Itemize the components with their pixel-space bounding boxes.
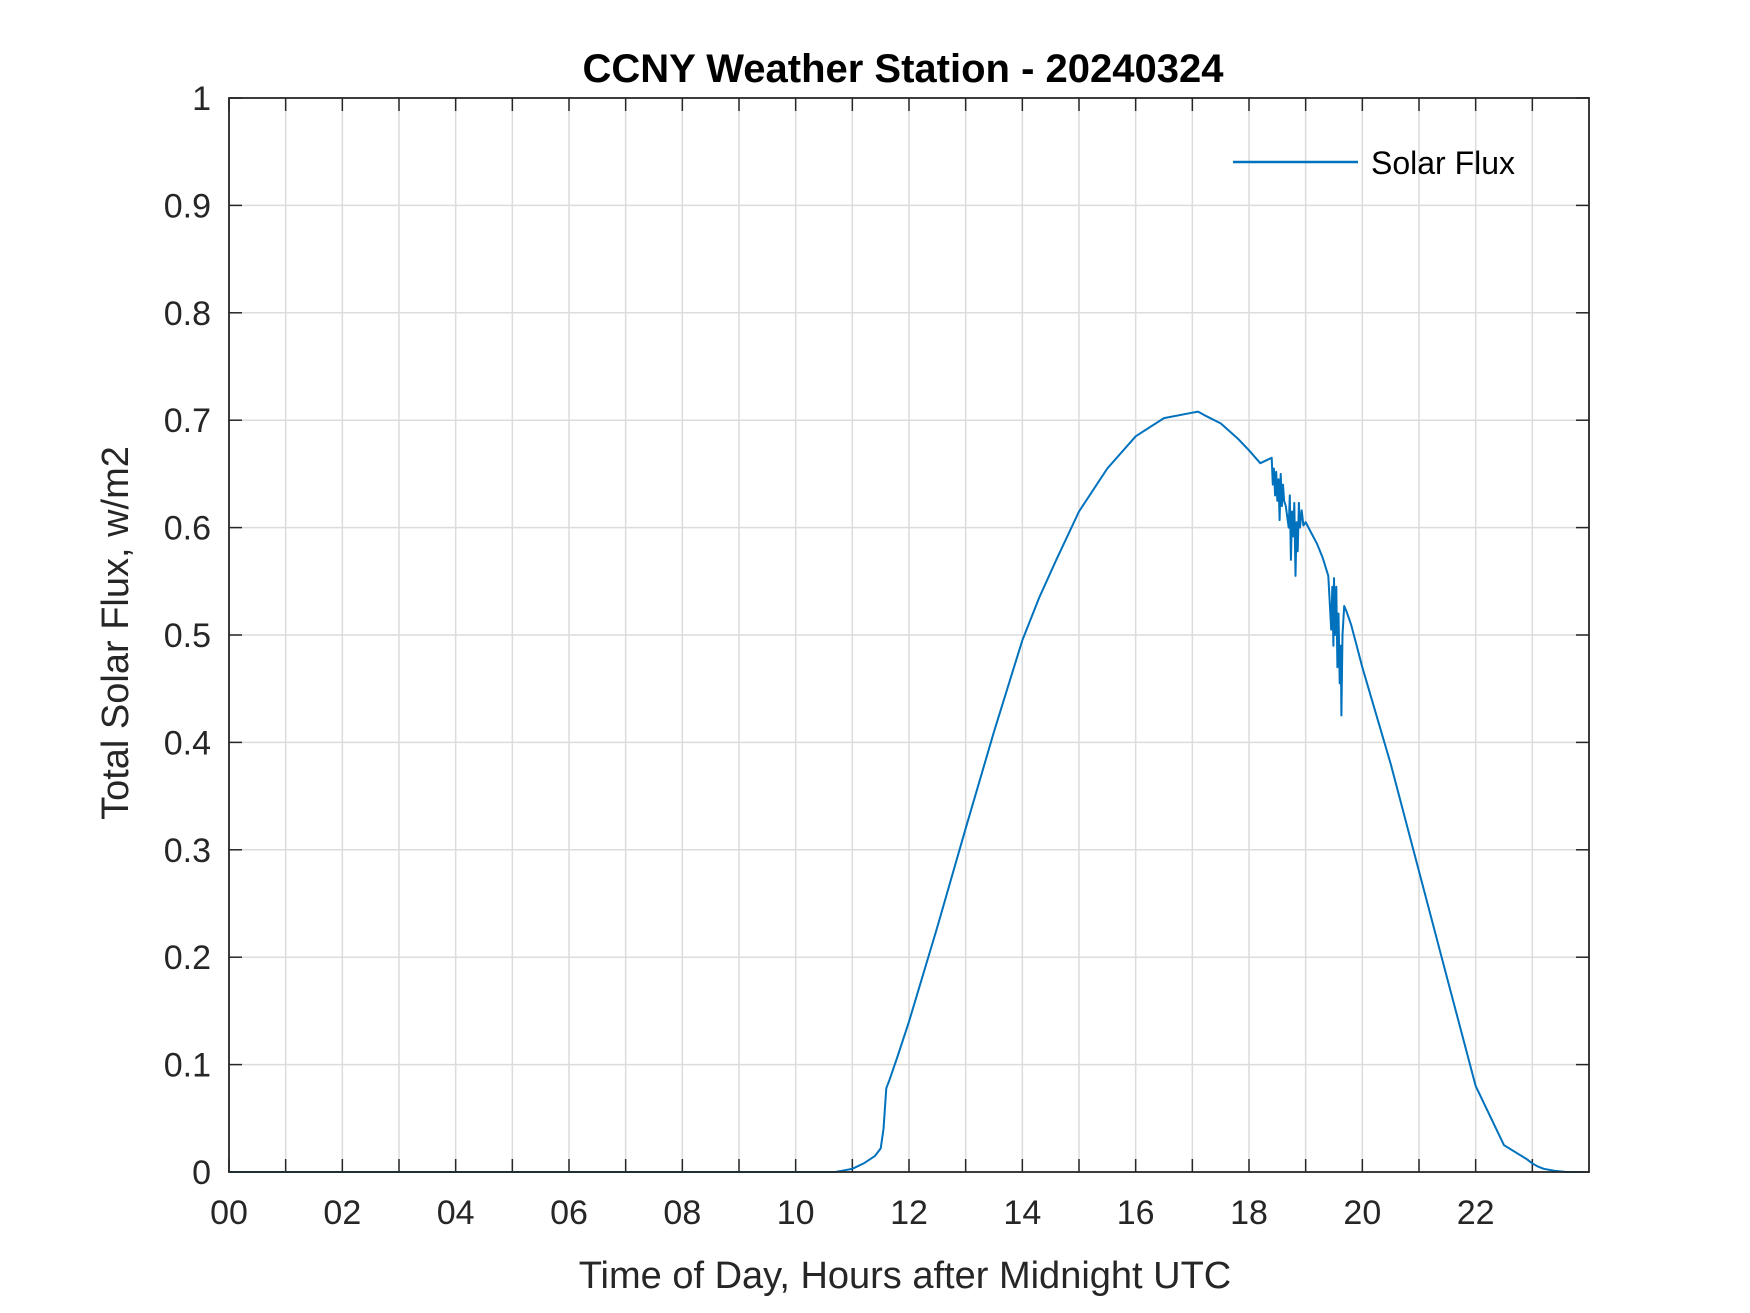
x-tick-label: 22 (1457, 1194, 1495, 1232)
x-tick-label: 12 (890, 1194, 928, 1232)
x-tick-label: 06 (550, 1194, 588, 1232)
legend[interactable]: Solar Flux (1233, 145, 1515, 181)
x-tick-label: 02 (323, 1194, 361, 1232)
y-tick-label: 0 (192, 1154, 211, 1192)
x-tick-label: 10 (777, 1194, 815, 1232)
series-line-solar-flux (229, 410, 1584, 1173)
x-tick-label: 08 (663, 1194, 701, 1232)
legend-label-solar-flux: Solar Flux (1371, 145, 1515, 181)
y-tick-label: 0.1 (164, 1047, 211, 1085)
y-axis-label: Total Solar Flux, w/m2 (95, 446, 137, 820)
plot-area: 00 02 04 06 08 10 12 14 16 18 20 22 0 0.1 0.2 0.3 0.4 0.5… (164, 80, 1590, 1232)
chart-title: CCNY Weather Station - 20240324 (583, 47, 1225, 91)
y-tick-label: 1 (192, 80, 211, 118)
y-tick-label: 0.3 (164, 832, 211, 870)
x-tick-label: 18 (1230, 1194, 1268, 1232)
y-tick-label: 0.9 (164, 187, 211, 225)
x-tick-label: 14 (1003, 1194, 1041, 1232)
x-axis-label: Time of Day, Hours after Midnight UTC (579, 1255, 1232, 1297)
x-tick-label: 00 (210, 1194, 248, 1232)
y-tick-label: 0.4 (164, 724, 211, 762)
y-tick-label: 0.8 (164, 295, 211, 333)
y-tick-label: 0.2 (164, 939, 211, 977)
y-tick-label: 0.5 (164, 617, 211, 655)
y-tick-label: 0.7 (164, 402, 211, 440)
x-tick-label: 16 (1117, 1194, 1155, 1232)
x-tick-label: 20 (1343, 1194, 1381, 1232)
y-tick-label: 0.6 (164, 510, 211, 548)
axes-box (228, 97, 1590, 1173)
x-tick-label: 04 (437, 1194, 475, 1232)
